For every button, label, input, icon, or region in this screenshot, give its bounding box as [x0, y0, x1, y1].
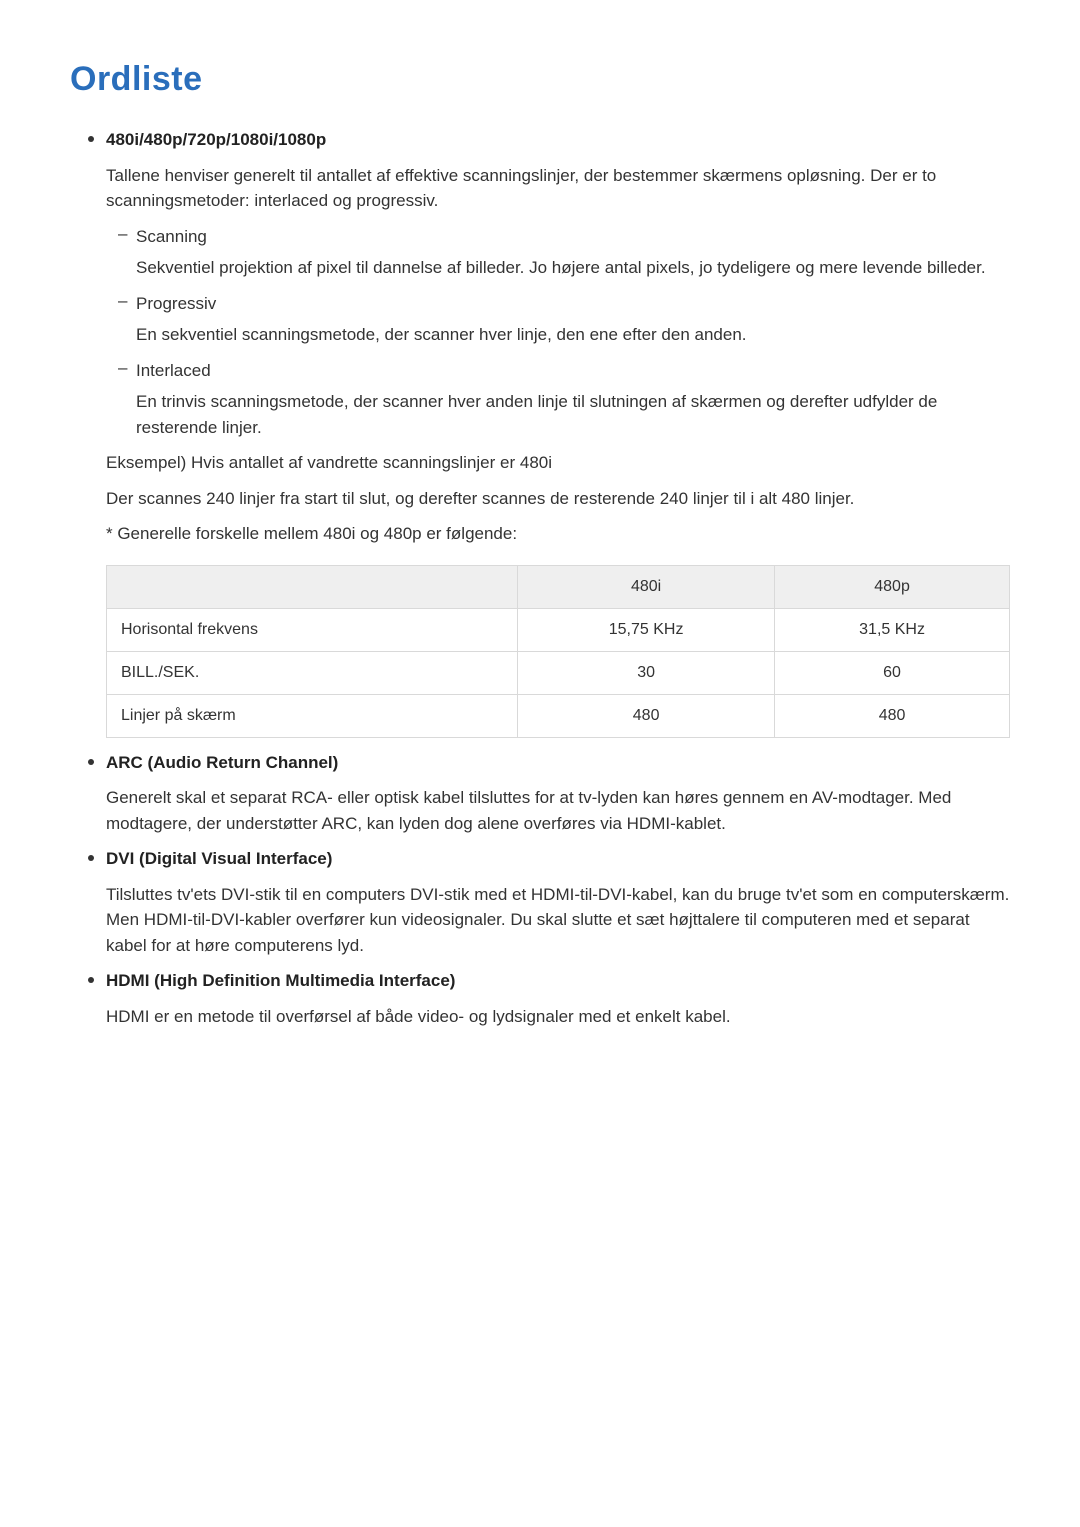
table-cell: 480: [775, 694, 1010, 737]
sub-desc: En trinvis scanningsmetode, der scanner …: [136, 389, 1010, 440]
table-header-cell: 480p: [775, 565, 1010, 608]
table-cell: 31,5 KHz: [775, 608, 1010, 651]
note: * Generelle forskelle mellem 480i og 480…: [106, 521, 1010, 547]
table-cell: 480: [518, 694, 775, 737]
glossary-item: 480i/480p/720p/1080i/1080p Tallene henvi…: [70, 127, 1010, 738]
term-heading: DVI (Digital Visual Interface): [106, 846, 1010, 872]
example-body: Der scannes 240 linjer fra start til slu…: [106, 486, 1010, 512]
table-head: 480i 480p: [107, 565, 1010, 608]
comparison-table: 480i 480p Horisontal frekvens 15,75 KHz …: [106, 565, 1010, 738]
sub-desc: En sekventiel scanningsmetode, der scann…: [136, 322, 1010, 348]
sub-item: Interlaced En trinvis scanningsmetode, d…: [106, 358, 1010, 441]
glossary-list: 480i/480p/720p/1080i/1080p Tallene henvi…: [70, 127, 1010, 1029]
sub-term: Scanning: [136, 224, 1010, 250]
term-heading: ARC (Audio Return Channel): [106, 750, 1010, 776]
table-row: 480i 480p: [107, 565, 1010, 608]
sub-item: Progressiv En sekventiel scanningsmetode…: [106, 291, 1010, 348]
table-row: BILL./SEK. 30 60: [107, 651, 1010, 694]
table-cell: Linjer på skærm: [107, 694, 518, 737]
page-title: Ordliste: [70, 60, 1010, 99]
glossary-item: HDMI (High Definition Multimedia Interfa…: [70, 968, 1010, 1029]
table-cell: 30: [518, 651, 775, 694]
term-intro: HDMI er en metode til overførsel af både…: [106, 1004, 1010, 1030]
table-cell: BILL./SEK.: [107, 651, 518, 694]
table-cell: 15,75 KHz: [518, 608, 775, 651]
table-row: Horisontal frekvens 15,75 KHz 31,5 KHz: [107, 608, 1010, 651]
table-header-cell: [107, 565, 518, 608]
table-cell: 60: [775, 651, 1010, 694]
sub-term: Interlaced: [136, 358, 1010, 384]
example-label: Eksempel) Hvis antallet af vandrette sca…: [106, 450, 1010, 476]
term-heading: HDMI (High Definition Multimedia Interfa…: [106, 968, 1010, 994]
term-intro: Generelt skal et separat RCA- eller opti…: [106, 785, 1010, 836]
sub-term: Progressiv: [136, 291, 1010, 317]
glossary-item: ARC (Audio Return Channel) Generelt skal…: [70, 750, 1010, 837]
sub-desc: Sekventiel projektion af pixel til danne…: [136, 255, 1010, 281]
table-header-cell: 480i: [518, 565, 775, 608]
term-heading: 480i/480p/720p/1080i/1080p: [106, 127, 1010, 153]
table-cell: Horisontal frekvens: [107, 608, 518, 651]
glossary-item: DVI (Digital Visual Interface) Tilslutte…: [70, 846, 1010, 958]
page: Ordliste 480i/480p/720p/1080i/1080p Tall…: [0, 0, 1080, 1527]
sub-item: Scanning Sekventiel projektion af pixel …: [106, 224, 1010, 281]
table-body: Horisontal frekvens 15,75 KHz 31,5 KHz B…: [107, 608, 1010, 737]
term-intro: Tallene henviser generelt til antallet a…: [106, 163, 1010, 214]
term-intro: Tilsluttes tv'ets DVI-stik til en comput…: [106, 882, 1010, 959]
table-row: Linjer på skærm 480 480: [107, 694, 1010, 737]
sub-list: Scanning Sekventiel projektion af pixel …: [106, 224, 1010, 441]
